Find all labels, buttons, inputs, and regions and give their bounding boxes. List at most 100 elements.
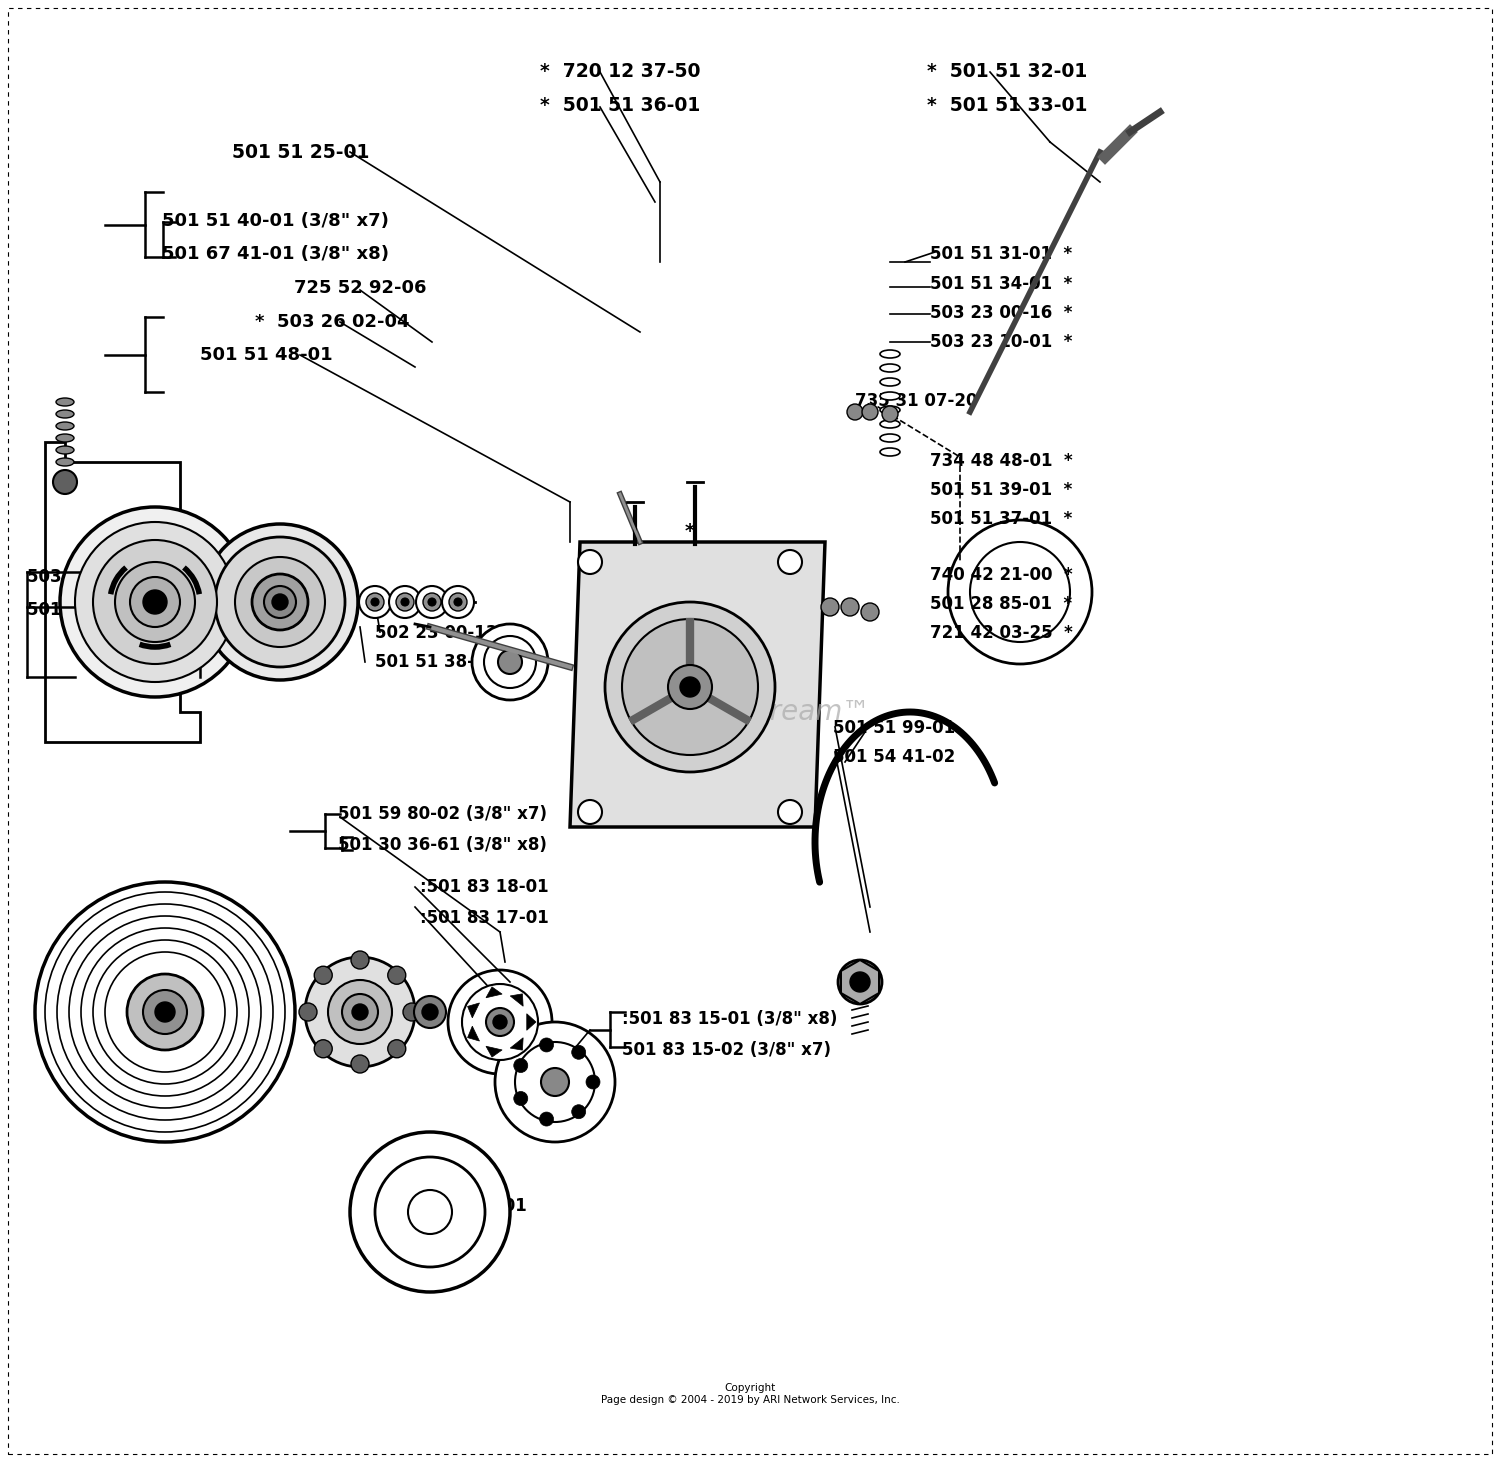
Circle shape bbox=[408, 1190, 452, 1234]
Polygon shape bbox=[45, 442, 200, 743]
Circle shape bbox=[298, 1003, 316, 1020]
Circle shape bbox=[304, 958, 416, 1067]
Circle shape bbox=[202, 523, 358, 680]
Circle shape bbox=[351, 1056, 369, 1073]
Circle shape bbox=[53, 469, 76, 494]
Polygon shape bbox=[510, 994, 524, 1006]
Circle shape bbox=[350, 1132, 510, 1292]
Circle shape bbox=[578, 800, 602, 825]
Circle shape bbox=[882, 406, 898, 423]
Circle shape bbox=[423, 594, 441, 611]
Circle shape bbox=[358, 586, 392, 618]
Ellipse shape bbox=[880, 349, 900, 358]
Circle shape bbox=[396, 594, 414, 611]
Polygon shape bbox=[468, 1026, 480, 1041]
Circle shape bbox=[486, 1007, 514, 1037]
Text: 501 59 80-02 (3/8" x7): 501 59 80-02 (3/8" x7) bbox=[338, 806, 546, 823]
Circle shape bbox=[264, 586, 296, 618]
Text: *  501 51 32-01: * 501 51 32-01 bbox=[927, 63, 1088, 80]
Polygon shape bbox=[570, 542, 825, 827]
Text: ARI PartStream™: ARI PartStream™ bbox=[630, 697, 870, 727]
Text: 501 51 38-01: 501 51 38-01 bbox=[375, 654, 496, 671]
Text: 501 67 41-01 (3/8" x8): 501 67 41-01 (3/8" x8) bbox=[162, 246, 388, 263]
Text: *  503 26 02-04: * 503 26 02-04 bbox=[255, 313, 410, 330]
Circle shape bbox=[75, 522, 236, 681]
Circle shape bbox=[427, 598, 436, 607]
Circle shape bbox=[351, 950, 369, 969]
Ellipse shape bbox=[880, 379, 900, 386]
Text: 503 23 00-16  *: 503 23 00-16 * bbox=[930, 304, 1072, 322]
Text: 501 83 15-02 (3/8" x7): 501 83 15-02 (3/8" x7) bbox=[622, 1041, 831, 1058]
Circle shape bbox=[821, 598, 839, 616]
Circle shape bbox=[454, 598, 462, 607]
Text: 503 56 04-01: 503 56 04-01 bbox=[27, 569, 148, 586]
Circle shape bbox=[314, 1039, 332, 1058]
Circle shape bbox=[862, 404, 877, 420]
Circle shape bbox=[314, 966, 332, 984]
Circle shape bbox=[847, 404, 862, 420]
Circle shape bbox=[514, 1042, 596, 1121]
Ellipse shape bbox=[56, 458, 74, 466]
Circle shape bbox=[252, 575, 308, 630]
Circle shape bbox=[370, 598, 380, 607]
Text: 501 51 40-01 (3/8" x7): 501 51 40-01 (3/8" x7) bbox=[162, 212, 388, 230]
Ellipse shape bbox=[56, 409, 74, 418]
Text: 501 51 31-01  *: 501 51 31-01 * bbox=[930, 246, 1072, 263]
Circle shape bbox=[214, 537, 345, 667]
Text: *  501 51 33-01: * 501 51 33-01 bbox=[927, 96, 1088, 114]
Circle shape bbox=[484, 636, 536, 689]
Polygon shape bbox=[486, 987, 502, 997]
Text: 501 28 85-01  *: 501 28 85-01 * bbox=[930, 595, 1072, 613]
Polygon shape bbox=[486, 1047, 502, 1057]
Text: 501 51 48-01: 501 51 48-01 bbox=[200, 346, 332, 364]
Circle shape bbox=[154, 1001, 176, 1022]
Text: Copyright
Page design © 2004 - 2019 by ARI Network Services, Inc.: Copyright Page design © 2004 - 2019 by A… bbox=[600, 1383, 900, 1405]
Circle shape bbox=[128, 974, 202, 1050]
Text: 501 54 41-02: 501 54 41-02 bbox=[833, 749, 956, 766]
Polygon shape bbox=[842, 961, 879, 1004]
Text: 734 48 48-01  *: 734 48 48-01 * bbox=[930, 452, 1072, 469]
Circle shape bbox=[448, 969, 552, 1075]
Circle shape bbox=[462, 984, 538, 1060]
Circle shape bbox=[352, 1004, 368, 1020]
Ellipse shape bbox=[880, 447, 900, 456]
Circle shape bbox=[472, 624, 548, 700]
Circle shape bbox=[93, 539, 218, 664]
Circle shape bbox=[366, 594, 384, 611]
Circle shape bbox=[778, 550, 802, 575]
Text: :501 53 59-01: :501 53 59-01 bbox=[398, 1197, 526, 1215]
Circle shape bbox=[839, 961, 882, 1004]
Polygon shape bbox=[526, 1013, 536, 1031]
Text: *  720 12 37-50: * 720 12 37-50 bbox=[540, 63, 700, 80]
Circle shape bbox=[778, 800, 802, 825]
Text: 501 77 85-02: 501 77 85-02 bbox=[27, 601, 148, 618]
Circle shape bbox=[572, 1045, 585, 1060]
Text: *  501 51 36-01: * 501 51 36-01 bbox=[540, 96, 700, 114]
Circle shape bbox=[850, 972, 870, 993]
Circle shape bbox=[680, 677, 700, 697]
Circle shape bbox=[668, 665, 712, 709]
Circle shape bbox=[142, 591, 166, 614]
Polygon shape bbox=[468, 1003, 480, 1018]
Circle shape bbox=[388, 586, 422, 618]
Circle shape bbox=[494, 1015, 507, 1029]
Text: 501 51 99-01: 501 51 99-01 bbox=[833, 719, 954, 737]
Text: 501 51 37-01  *: 501 51 37-01 * bbox=[930, 510, 1072, 528]
Circle shape bbox=[842, 598, 860, 616]
Circle shape bbox=[236, 557, 326, 648]
Ellipse shape bbox=[880, 406, 900, 414]
Ellipse shape bbox=[56, 423, 74, 430]
Ellipse shape bbox=[56, 446, 74, 455]
Circle shape bbox=[622, 618, 758, 754]
Ellipse shape bbox=[880, 392, 900, 401]
Text: 721 42 03-25  *: 721 42 03-25 * bbox=[930, 624, 1072, 642]
Circle shape bbox=[422, 1004, 438, 1020]
Polygon shape bbox=[510, 1038, 524, 1050]
Text: 735 31 07-20: 735 31 07-20 bbox=[855, 392, 978, 409]
Circle shape bbox=[404, 1003, 422, 1020]
Text: 501 51 25-01: 501 51 25-01 bbox=[232, 143, 370, 161]
Text: *: * bbox=[686, 522, 694, 541]
Circle shape bbox=[578, 550, 602, 575]
Circle shape bbox=[514, 1092, 528, 1105]
Ellipse shape bbox=[880, 420, 900, 428]
